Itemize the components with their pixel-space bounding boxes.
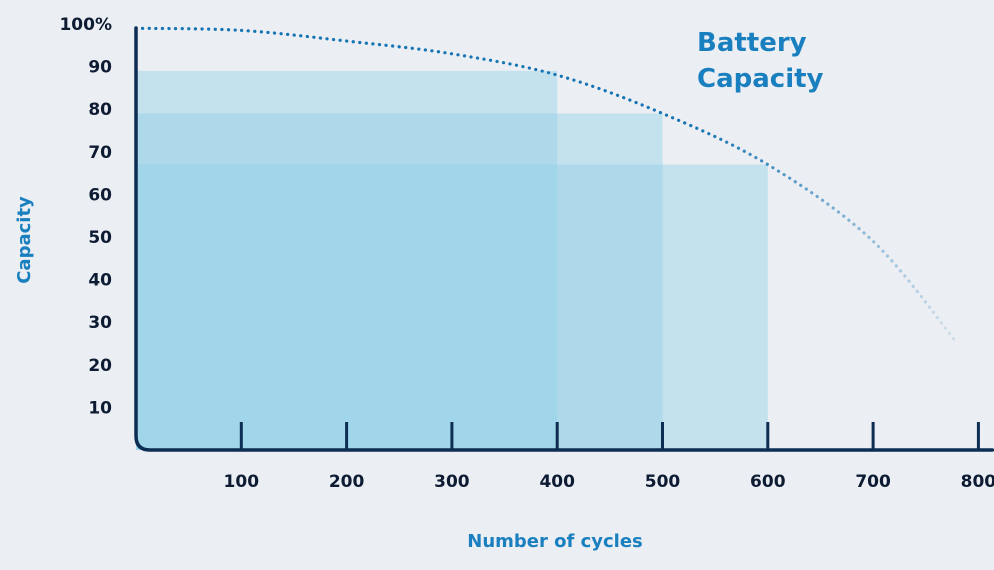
capacity-highlight-regions xyxy=(136,70,768,451)
chart-title-line2: Capacity xyxy=(697,64,824,94)
x-tick-label-200: 200 xyxy=(329,472,365,492)
y-tick-label-10: 10 xyxy=(88,398,112,418)
highlight-region-3 xyxy=(136,164,768,450)
y-tick-label-70: 70 xyxy=(88,143,112,163)
x-tick-label-100: 100 xyxy=(224,472,260,492)
x-tick-label-400: 400 xyxy=(539,472,575,492)
y-tick-label-40: 40 xyxy=(88,271,112,291)
y-tick-label-100pct: 100% xyxy=(59,15,112,35)
y-tick-label-20: 20 xyxy=(88,356,112,376)
highlight-region-2 xyxy=(136,113,663,451)
x-tick-label-800: 800 xyxy=(961,472,994,492)
x-tick-label-300: 300 xyxy=(434,472,470,492)
y-tick-label-80: 80 xyxy=(88,100,112,120)
y-tick-label-50: 50 xyxy=(88,228,112,248)
y-axis-title: Capacity xyxy=(14,196,35,284)
x-axis-title: Number of cycles xyxy=(467,531,643,552)
chart-title-line1: Battery xyxy=(697,28,807,58)
x-tick-label-500: 500 xyxy=(645,472,681,492)
highlight-region-1 xyxy=(136,70,558,451)
chart-ticks: 100 200 300 400 500 600 700 800 100% 90 80 70 60 50 40… xyxy=(59,15,994,492)
axis-lines xyxy=(134,26,994,452)
y-tick-label-60: 60 xyxy=(88,185,112,205)
y-tick-label-90: 90 xyxy=(88,58,112,78)
x-tick-label-600: 600 xyxy=(750,472,786,492)
y-tick-label-30: 30 xyxy=(88,313,112,333)
x-tick-label-700: 700 xyxy=(855,472,891,492)
chart-axes xyxy=(134,26,994,452)
